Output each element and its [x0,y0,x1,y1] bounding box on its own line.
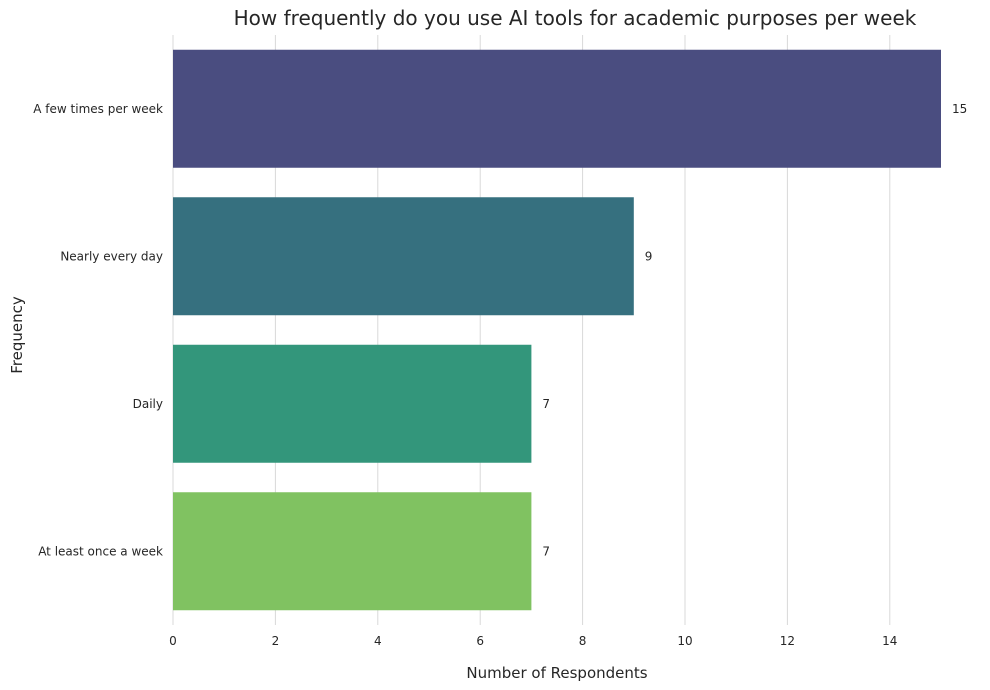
x-tick-label: 4 [374,634,382,648]
x-tick-label: 8 [579,634,587,648]
bar [173,344,532,463]
x-tick-label: 6 [476,634,484,648]
bar [173,492,532,611]
x-tick-label: 14 [882,634,897,648]
bar-value-label: 9 [645,249,653,263]
x-tick-label: 10 [677,634,692,648]
bar [173,49,941,168]
x-tick-label: 0 [169,634,177,648]
y-axis-label: Frequency [8,296,26,374]
bar [173,197,634,316]
y-tick-label: Nearly every day [60,249,163,263]
y-tick-label: At least once a week [38,544,163,558]
x-tick-label: 2 [272,634,280,648]
bar-layer [173,49,941,611]
chart-title: How frequently do you use AI tools for a… [234,6,917,30]
y-tick-label: A few times per week [33,102,163,116]
y-tick-label: Daily [133,397,163,411]
tick-layer: 0 2 4 6 8 10 12 14 A few times per week Nearly ev… [33,102,897,648]
label-layer: 15 9 7 7 [542,102,967,559]
bar-value-label: 7 [542,544,550,558]
x-axis-label: Number of Respondents [466,664,647,682]
bar-value-label: 7 [542,397,550,411]
bar-value-label: 15 [952,102,967,116]
x-tick-label: 12 [780,634,795,648]
